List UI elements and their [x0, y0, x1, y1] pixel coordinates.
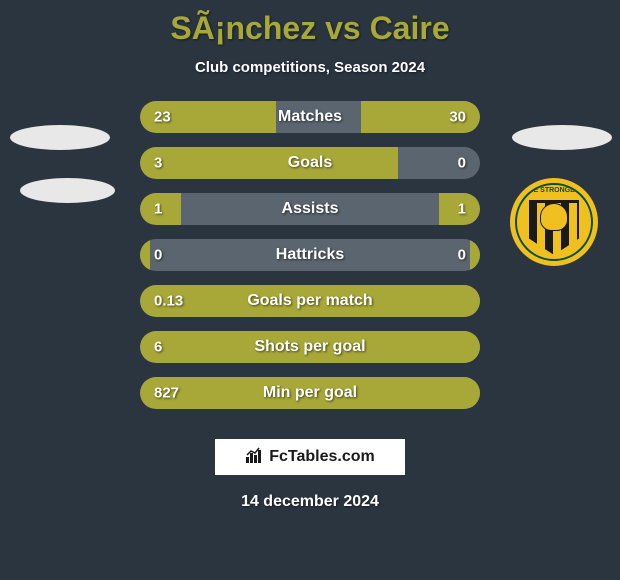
page-title: SÃ¡nchez vs Caire: [170, 10, 449, 47]
stat-value-left: 3: [154, 155, 162, 172]
stat-label: Shots per goal: [254, 338, 365, 356]
stat-value-right: 1: [458, 201, 466, 218]
stat-label: Goals per match: [247, 292, 372, 310]
chart-icon: [245, 447, 265, 468]
stat-value-left: 23: [154, 109, 171, 126]
stat-label: Matches: [278, 108, 342, 126]
stat-value-left: 0: [154, 247, 162, 264]
stat-value-right: 0: [458, 155, 466, 172]
stat-label: Assists: [282, 200, 339, 218]
stats-wrapper: 23 Matches 30 3 Goals 0 1 Assists 1 0 Hattricks 0 0.…: [140, 101, 480, 423]
date-label: 14 december 2024: [241, 493, 379, 511]
stat-row: 0 Hattricks 0: [140, 239, 480, 271]
watermark-text: FcTables.com: [269, 448, 375, 466]
stat-label: Hattricks: [276, 246, 344, 264]
stat-value-right: 30: [449, 109, 466, 126]
stat-row: 23 Matches 30: [140, 101, 480, 133]
team-badge-right: THE STRONGEST: [510, 178, 598, 266]
player-left-avatar-1: [10, 125, 110, 150]
stat-value-right: 0: [458, 247, 466, 264]
stat-value-left: 6: [154, 339, 162, 356]
stat-bar-right: [470, 239, 480, 271]
stat-row: 3 Goals 0: [140, 147, 480, 179]
player-left-avatar-2: [20, 178, 115, 203]
stat-row: 6 Shots per goal: [140, 331, 480, 363]
stat-row: 827 Min per goal: [140, 377, 480, 409]
stat-label: Goals: [288, 154, 332, 172]
stat-row: 0.13 Goals per match: [140, 285, 480, 317]
stat-value-left: 0.13: [154, 293, 183, 310]
stat-row: 1 Assists 1: [140, 193, 480, 225]
stat-label: Min per goal: [263, 384, 357, 402]
player-right-avatar-1: [512, 125, 612, 150]
page-subtitle: Club competitions, Season 2024: [195, 59, 425, 76]
stat-value-left: 1: [154, 201, 162, 218]
stat-value-left: 827: [154, 385, 179, 402]
badge-inner: THE STRONGEST: [515, 183, 593, 261]
tiger-icon: [540, 203, 568, 231]
stat-bar-left: [140, 147, 398, 179]
badge-text: THE STRONGEST: [524, 187, 584, 194]
watermark: FcTables.com: [215, 439, 405, 475]
stat-bar-left: [140, 239, 150, 271]
